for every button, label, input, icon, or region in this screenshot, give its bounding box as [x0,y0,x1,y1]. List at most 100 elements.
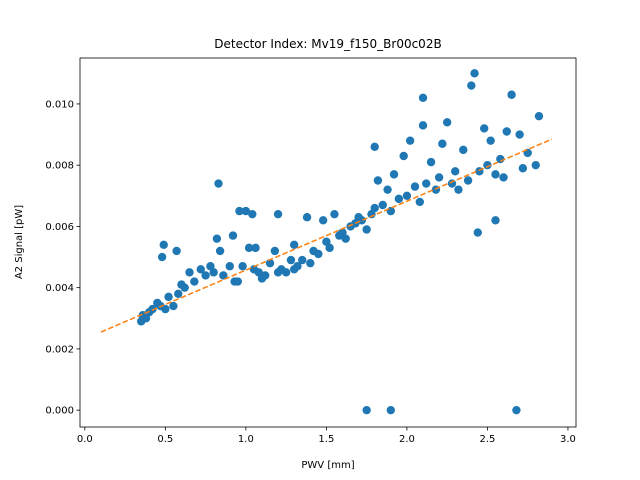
data-point [169,301,178,311]
data-point [325,243,334,253]
data-point [244,243,254,253]
data-point [418,93,428,103]
data-point [209,268,218,277]
data-point [248,209,257,219]
data-point [306,258,315,268]
x-tick-label: 0.5 [157,434,173,445]
data-point [302,213,312,222]
data-point [386,405,396,415]
data-point [212,234,222,243]
chart-title: Detector Index: Mv19_f150_Br00c02B [214,37,441,51]
data-point [454,185,463,194]
data-point [318,216,328,225]
data-point [238,262,247,271]
data-point [180,283,189,292]
data-point [251,243,260,253]
data-point [330,209,339,219]
data-point [512,405,521,415]
data-point [161,304,170,314]
data-point [214,179,223,188]
data-point [293,262,302,271]
data-point [442,118,452,127]
fit-line-layer [100,138,553,333]
data-point [370,142,379,152]
y-tick-label: 0.006 [45,222,74,233]
data-point [402,191,412,201]
data-point [463,176,473,185]
fit-line [100,138,553,333]
data-point [190,277,199,286]
data-point [394,194,404,204]
data-point [534,111,544,121]
data-point [215,246,225,256]
x-tick-label: 0.0 [77,434,93,445]
data-point [157,252,167,262]
data-point [196,265,205,274]
x-tick-label: 1.0 [238,434,254,445]
data-point [219,271,228,280]
x-tick-label: 2.5 [479,434,495,445]
data-point [418,121,428,130]
data-point [225,262,234,271]
y-axis-ticks: 0.000 0.002 0.004 0.006 0.008 0.010 [45,99,80,417]
data-point [289,240,299,249]
data-point [447,179,457,188]
data-point [410,182,420,191]
data-point [499,173,508,182]
data-point [507,90,516,99]
y-tick-label: 0.004 [45,283,74,294]
x-axis-ticks: 0.0 0.5 1.0 1.5 2.0 2.5 3.0 [77,427,576,445]
data-point [241,206,251,216]
data-point [164,292,173,302]
x-tick-label: 3.0 [560,434,576,445]
data-point [235,206,244,216]
y-tick-label: 0.002 [45,344,74,355]
data-point [172,246,181,256]
x-tick-label: 2.0 [399,434,415,445]
data-point [370,203,379,213]
data-point [483,160,492,170]
data-point [148,304,157,314]
data-point [502,127,511,136]
data-point [314,249,323,259]
y-axis-label: A2 Signal [pW] [14,205,25,279]
data-point [480,124,489,133]
data-point [386,206,396,216]
y-tick-label: 0.008 [45,161,74,172]
data-point [515,130,524,139]
data-point [159,240,168,249]
data-point [233,277,243,286]
data-point [260,271,270,280]
data-point [270,246,280,256]
data-point [415,197,424,207]
data-point [378,200,387,210]
data-point [405,136,415,145]
y-tick-label: 0.000 [45,406,74,417]
data-point [341,234,350,243]
data-point [426,157,436,167]
data-point [362,225,371,234]
data-point [174,289,183,298]
data-point [201,271,210,280]
data-point [357,216,367,225]
data-point [491,216,500,225]
x-tick-label: 1.5 [318,434,334,445]
data-point [496,154,505,164]
data-point [434,173,444,182]
data-point [281,268,291,277]
data-points [136,69,544,415]
data-point [286,255,296,265]
data-point [298,255,307,265]
data-point [373,176,383,185]
plot-frame [79,57,577,428]
data-point [486,136,495,145]
data-point [265,258,275,268]
data-point [383,185,392,194]
data-point [362,405,371,415]
data-point [228,231,238,240]
data-point [273,209,283,219]
data-point [438,139,447,148]
data-point [459,145,468,155]
data-point [422,179,431,188]
